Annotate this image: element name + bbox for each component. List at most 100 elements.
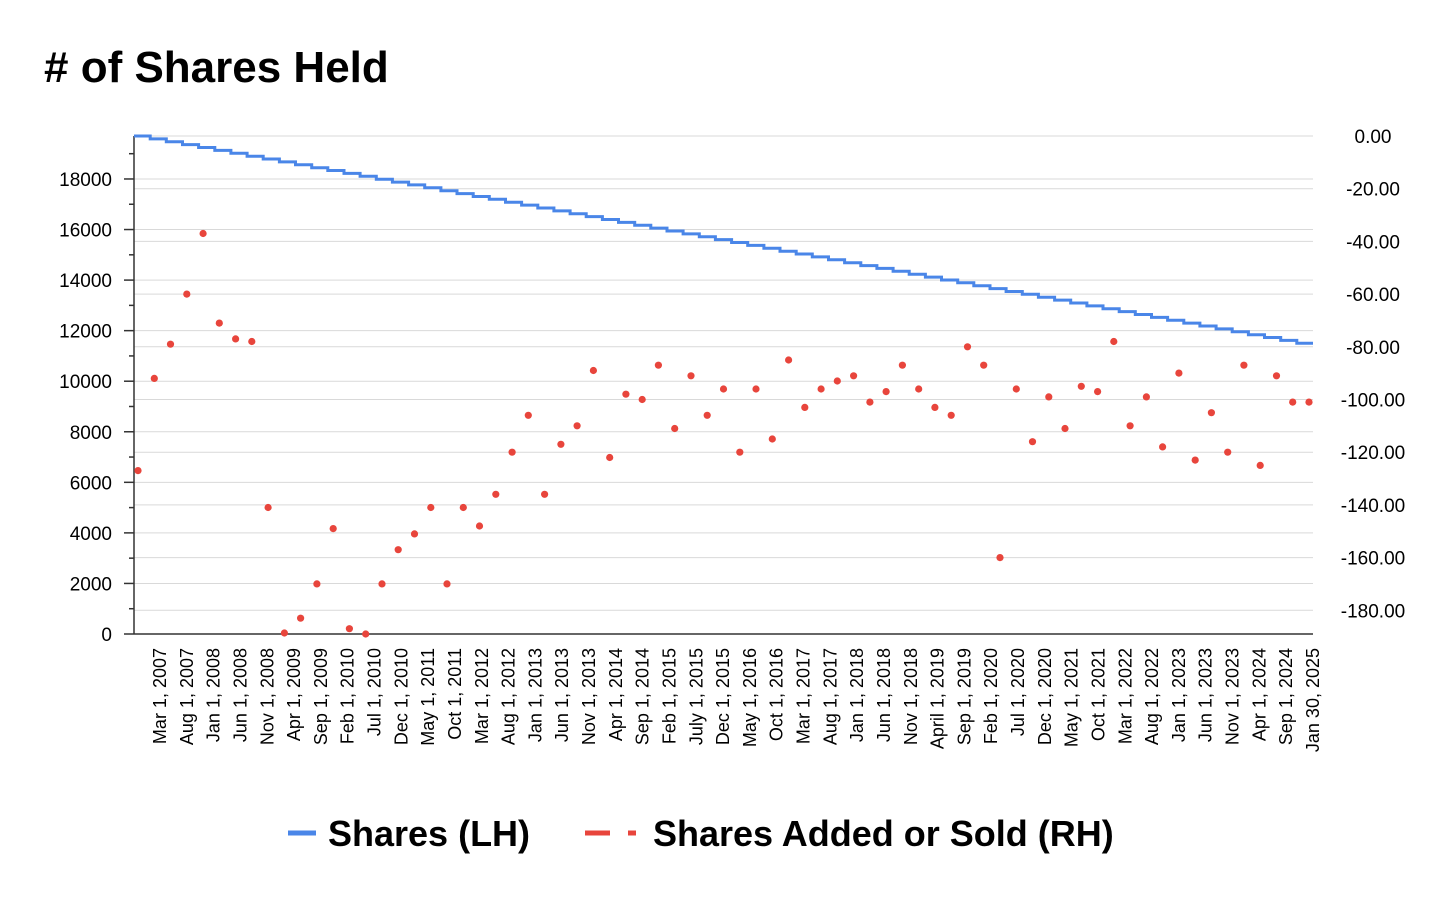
x-tick-label: July 1, 2015: [686, 648, 706, 745]
x-tick-label: Jun 1, 2013: [552, 648, 572, 742]
left-tick-label: 0: [101, 625, 112, 646]
data-point: [785, 356, 793, 364]
data-point: [1045, 393, 1053, 401]
data-point: [996, 554, 1004, 562]
x-tick-label: May 1, 2011: [418, 648, 438, 746]
data-point: [215, 319, 223, 327]
x-tick-label: Feb 1, 2010: [338, 648, 358, 744]
data-point: [589, 366, 598, 375]
x-tick-label: Jul 1, 2020: [1008, 648, 1028, 736]
data-point: [297, 614, 305, 622]
right-tick-label: -120.00: [1341, 443, 1405, 464]
legend: Shares (LH) Shares Added or Sold (RH): [288, 813, 1114, 854]
right-tick-label: -180.00: [1341, 601, 1405, 622]
data-point: [183, 290, 191, 298]
x-tick-label: Oct 1, 2016: [767, 648, 787, 741]
data-point: [1077, 382, 1085, 390]
left-tick-label: 6000: [70, 473, 112, 494]
series-shares-added-sold: [134, 229, 1313, 638]
right-tick-label: -80.00: [1346, 338, 1400, 359]
data-point: [915, 385, 923, 393]
grid-lines: [134, 135, 1313, 611]
data-point: [427, 503, 435, 512]
data-point: [362, 630, 370, 638]
data-point: [1305, 398, 1313, 406]
data-point: [1191, 456, 1199, 464]
x-tick-label: Jan 1, 2008: [204, 648, 224, 742]
legend-label-shares: Shares (LH): [328, 813, 530, 854]
left-tick-label: 4000: [70, 524, 112, 545]
data-point: [638, 395, 646, 404]
data-point: [850, 372, 858, 380]
data-point: [1126, 422, 1134, 430]
legend-item-shares: Shares (LH): [288, 813, 530, 854]
right-tick-label: -160.00: [1341, 549, 1405, 570]
data-point: [654, 361, 663, 369]
x-tick-label: Aug 1, 2012: [499, 648, 519, 745]
data-point: [443, 580, 451, 588]
x-tick-label: Jun 1, 2018: [874, 648, 894, 742]
data-point: [606, 453, 614, 462]
left-tick-label: 18000: [59, 170, 112, 191]
x-tick-label: Oct 1, 2011: [445, 648, 465, 740]
data-point: [166, 340, 175, 348]
right-tick-label: -20.00: [1346, 180, 1400, 201]
right-axis-ticks: 0.00 -20.00 -40.00 -60.00 -80.00 -100.00 -120.…: [1341, 127, 1405, 622]
x-tick-label: May 1, 2016: [740, 648, 760, 747]
x-tick-label: Apr 1, 2014: [606, 648, 626, 741]
data-point: [882, 388, 890, 396]
x-tick-label: Jan 1, 2013: [525, 648, 545, 742]
x-tick-label: Jun 1, 2023: [1196, 648, 1216, 742]
data-point: [280, 629, 288, 637]
x-tick-label: Dec 1, 2015: [713, 648, 733, 745]
data-point: [541, 490, 549, 498]
x-tick-label: Mar 1, 2022: [1115, 648, 1135, 744]
data-point: [1142, 393, 1150, 401]
data-point: [736, 448, 744, 456]
data-point: [931, 403, 939, 411]
right-tick-label: 0.00: [1355, 127, 1392, 148]
data-point: [1094, 388, 1102, 396]
x-tick-label: Mar 1, 2017: [794, 648, 814, 744]
x-tick-label: Nov 1, 2013: [579, 648, 599, 745]
data-point: [134, 467, 142, 475]
x-tick-label: Mar 1, 2012: [472, 648, 492, 744]
right-tick-label: -100.00: [1341, 390, 1405, 411]
data-point: [947, 411, 955, 419]
x-tick-label: Aug 1, 2022: [1142, 648, 1162, 745]
x-tick-label: Dec 1, 2010: [391, 648, 411, 745]
x-tick-label: May 1, 2021: [1062, 648, 1082, 747]
x-tick-label: Aug 1, 2007: [177, 648, 197, 745]
legend-label-added-sold: Shares Added or Sold (RH): [653, 813, 1114, 854]
data-point: [622, 390, 630, 398]
data-point: [833, 377, 841, 385]
x-tick-label: Jan 1, 2023: [1169, 648, 1189, 742]
right-tick-label: -140.00: [1341, 496, 1405, 517]
data-point: [719, 385, 728, 393]
x-axis-ticks: Mar 1, 2007 Aug 1, 2007 Jan 1, 2008 Jun 1, …: [150, 648, 1323, 752]
data-point: [963, 343, 972, 351]
data-point: [232, 335, 240, 343]
x-tick-label: Apr 1, 2024: [1249, 648, 1269, 741]
x-tick-label: Sep 1, 2024: [1276, 648, 1296, 745]
x-tick-label: Sep 1, 2019: [954, 648, 974, 745]
left-tick-label: 10000: [59, 372, 112, 393]
x-tick-label: Nov 1, 2023: [1223, 648, 1243, 745]
data-point: [801, 403, 809, 411]
legend-item-added-sold: Shares Added or Sold (RH): [585, 813, 1114, 854]
left-tick-label: 8000: [70, 423, 112, 444]
axes: [133, 136, 1313, 635]
data-point: [248, 337, 256, 346]
data-point: [410, 530, 419, 538]
data-point: [768, 435, 776, 443]
data-point: [980, 361, 988, 369]
x-tick-label: Apr 1, 2009: [284, 648, 304, 741]
data-point: [898, 361, 907, 369]
data-point: [1012, 385, 1020, 393]
shares-line: [134, 134, 1313, 345]
left-tick-label: 16000: [59, 221, 112, 242]
left-tick-label: 2000: [70, 574, 112, 595]
x-tick-label: Oct 1, 2021: [1088, 648, 1108, 741]
data-point: [1110, 337, 1118, 346]
